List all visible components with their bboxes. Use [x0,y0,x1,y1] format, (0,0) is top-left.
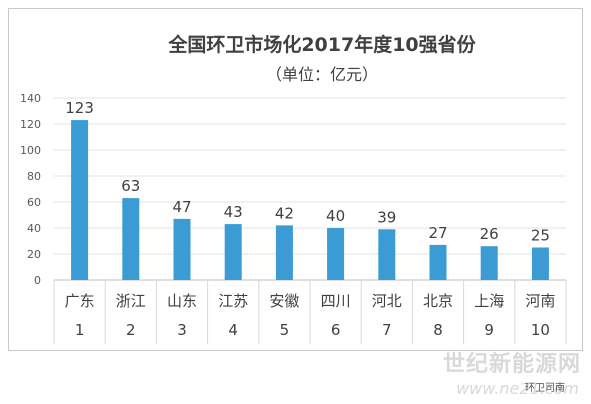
rank-label: 5 [280,321,290,339]
y-tick-label: 120 [20,118,41,131]
bar-山东 [173,218,191,280]
bars [71,120,549,280]
data-label: 47 [172,198,191,216]
chart-frame: 全国环卫市场化2017年度10强省份 （单位：亿元） 0 20 40 60 80 100 1… [8,8,583,351]
rank-label: 7 [382,321,392,339]
data-label: 42 [275,204,294,222]
bar-chart: 全国环卫市场化2017年度10强省份 （单位：亿元） 0 20 40 60 80 100 1… [20,33,567,344]
bar-四川 [327,228,345,280]
y-tick-label: 80 [27,170,41,183]
data-label: 63 [121,177,140,195]
category-label: 四川 [321,292,351,310]
category-label: 北京 [423,292,453,310]
rank-label: 4 [228,321,238,339]
category-label: 河南 [525,292,555,310]
y-tick-label: 140 [20,92,41,105]
data-label: 39 [377,208,396,226]
category-label: 安徽 [269,292,299,310]
bar-上海 [480,246,498,280]
y-tick-label: 20 [27,248,41,261]
rank-label: 8 [433,321,443,339]
data-label: 43 [224,203,243,221]
category-label: 广东 [65,292,95,310]
rank-label: 6 [331,321,341,339]
category-label: 山东 [167,292,197,310]
bar-河北 [378,229,396,280]
category-label: 浙江 [116,292,146,310]
data-label: 123 [65,99,94,117]
y-axis-ticks: 0 20 40 60 80 100 120 140 [20,92,41,287]
data-label: 26 [480,225,499,243]
category-label: 江苏 [218,292,248,310]
rank-label: 2 [126,321,136,339]
category-label: 河北 [372,292,402,310]
y-tick-label: 40 [27,222,41,235]
y-tick-label: 60 [27,196,41,209]
watermark-url: www.ne21.com [456,379,579,398]
y-tick-label: 100 [20,144,41,157]
watermark-sub: 环卫司南 [525,383,565,394]
y-tick-label: 0 [34,274,41,287]
bar-河南 [531,247,549,280]
category-label: 上海 [474,292,504,310]
data-labels: 123 63 47 43 42 40 39 27 26 25 [65,99,550,244]
chart-subtitle: （单位：亿元） [266,65,378,84]
bar-北京 [429,244,447,280]
data-label: 25 [531,227,550,245]
rank-label: 1 [75,321,85,339]
gridlines [54,97,566,281]
data-label: 40 [326,207,345,225]
data-label: 27 [428,224,447,242]
rank-label: 10 [531,321,550,339]
chart-title: 全国环卫市场化2017年度10强省份 [167,33,476,56]
bar-浙江 [122,198,140,280]
bar-广东 [71,120,89,280]
bar-江苏 [224,224,242,280]
rank-label: 3 [177,321,187,339]
rank-label: 9 [484,321,494,339]
category-labels: 广东 1 浙江 2 山东 3 江苏 4 安徽 5 四川 6 河北 7 北京 8 上海 9 河南 10 [53,280,567,344]
bar-安徽 [275,225,293,280]
watermark-text: 世纪新能源网 [442,352,581,377]
